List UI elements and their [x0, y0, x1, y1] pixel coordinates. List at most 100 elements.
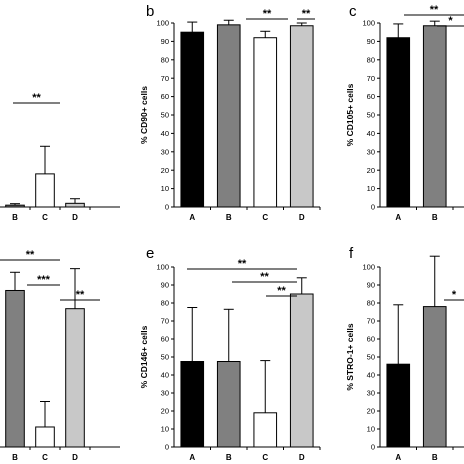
x-tick-label-A: A [395, 213, 401, 222]
significance-label: ** [430, 4, 439, 16]
bar-C [35, 173, 55, 208]
y-tick-label: 30 [367, 147, 375, 156]
bar-B [5, 204, 25, 208]
bar-B [216, 361, 241, 448]
y-tick-label: 30 [161, 147, 169, 156]
x-tick-label-B: B [12, 213, 18, 222]
y-tick-label: 20 [367, 166, 375, 175]
x-tick-label-B: B [226, 453, 232, 462]
y-tick-label: 70 [367, 74, 375, 83]
bar-A [386, 37, 411, 208]
y-tick-label: 90 [161, 281, 169, 290]
x-tick-label-D: D [72, 453, 78, 462]
y-tick-label: 80 [161, 299, 169, 308]
y-tick-label: 70 [161, 74, 169, 83]
y-tick-label: 0 [371, 443, 375, 452]
y-tick-label: 70 [367, 317, 375, 326]
significance-label: ** [302, 8, 311, 20]
y-axis-label: % CD105+ cells [345, 83, 355, 146]
y-tick-label: 40 [161, 371, 169, 380]
significance-label: * [448, 15, 453, 27]
y-tick-label: 100 [156, 263, 169, 272]
x-tick-label-A: A [395, 453, 401, 462]
bar-C [35, 426, 55, 448]
significance-label: ** [26, 249, 35, 261]
y-tick-label: 80 [161, 55, 169, 64]
bar-C [253, 37, 278, 208]
y-axis-label: % STRO-1+ cells [345, 323, 355, 391]
y-tick-label: 20 [161, 166, 169, 175]
y-tick-label: 100 [362, 19, 375, 28]
y-tick-label: 30 [161, 389, 169, 398]
y-tick-label: 50 [161, 353, 169, 362]
y-tick-label: 90 [367, 37, 375, 46]
x-tick-label-D: D [299, 213, 305, 222]
y-tick-label: 60 [161, 92, 169, 101]
significance-label: ** [277, 285, 286, 297]
significance-label: ** [263, 8, 272, 20]
y-tick-label: 10 [161, 184, 169, 193]
bar-A [180, 361, 205, 448]
y-tick-label: 60 [367, 335, 375, 344]
bar-A [180, 31, 205, 208]
y-tick-label: 100 [362, 263, 375, 272]
y-tick-label: 70 [161, 317, 169, 326]
y-axis-label: % CD90+ cells [139, 86, 149, 144]
bar-B [422, 25, 447, 208]
y-tick-label: 10 [367, 184, 375, 193]
bar-C [253, 412, 278, 448]
panel-label-f: f [349, 245, 354, 262]
bar-D [65, 308, 85, 448]
significance-label: ** [32, 92, 41, 104]
bar-B [5, 289, 25, 448]
y-tick-label: 0 [165, 443, 169, 452]
x-tick-label-A: A [189, 453, 195, 462]
y-tick-label: 30 [367, 389, 375, 398]
y-tick-label: 40 [367, 371, 375, 380]
panel-label-c: c [349, 3, 357, 20]
y-tick-label: 0 [165, 203, 169, 212]
y-tick-label: 0 [371, 203, 375, 212]
x-tick-label-A: A [189, 213, 195, 222]
y-tick-label: 50 [161, 111, 169, 120]
x-tick-label-B: B [432, 453, 438, 462]
x-tick-label-C: C [262, 453, 268, 462]
y-tick-label: 20 [367, 407, 375, 416]
y-tick-label: 80 [367, 299, 375, 308]
x-tick-label-C: C [42, 213, 48, 222]
significance-label: ** [260, 271, 269, 283]
bar-D [289, 25, 314, 208]
significance-label: *** [37, 274, 51, 286]
y-tick-label: 60 [367, 92, 375, 101]
bar-B [216, 24, 241, 208]
y-tick-label: 50 [367, 353, 375, 362]
x-tick-label-D: D [299, 453, 305, 462]
y-tick-label: 40 [161, 129, 169, 138]
x-tick-label-B: B [226, 213, 232, 222]
y-axis-label: % CD146+ cells [139, 325, 149, 388]
y-tick-label: 50 [367, 111, 375, 120]
y-tick-label: 60 [161, 335, 169, 344]
x-tick-label-C: C [42, 453, 48, 462]
x-tick-label-B: B [12, 453, 18, 462]
panel-label-e: e [146, 245, 154, 262]
significance-label: * [452, 289, 457, 301]
x-tick-label-C: C [262, 213, 268, 222]
y-tick-label: 80 [367, 55, 375, 64]
bar-B [422, 306, 447, 448]
bar-D [65, 202, 85, 208]
x-tick-label-D: D [72, 213, 78, 222]
bar-A [386, 363, 411, 448]
y-tick-label: 20 [161, 407, 169, 416]
y-tick-label: 40 [367, 129, 375, 138]
significance-label: ** [76, 289, 85, 301]
bar-D [289, 293, 314, 448]
y-tick-label: 10 [367, 425, 375, 434]
x-tick-label-B: B [432, 213, 438, 222]
y-tick-label: 90 [161, 37, 169, 46]
y-tick-label: 90 [367, 281, 375, 290]
panel-label-b: b [146, 3, 154, 20]
significance-label: ** [238, 258, 247, 270]
y-tick-label: 100 [156, 19, 169, 28]
